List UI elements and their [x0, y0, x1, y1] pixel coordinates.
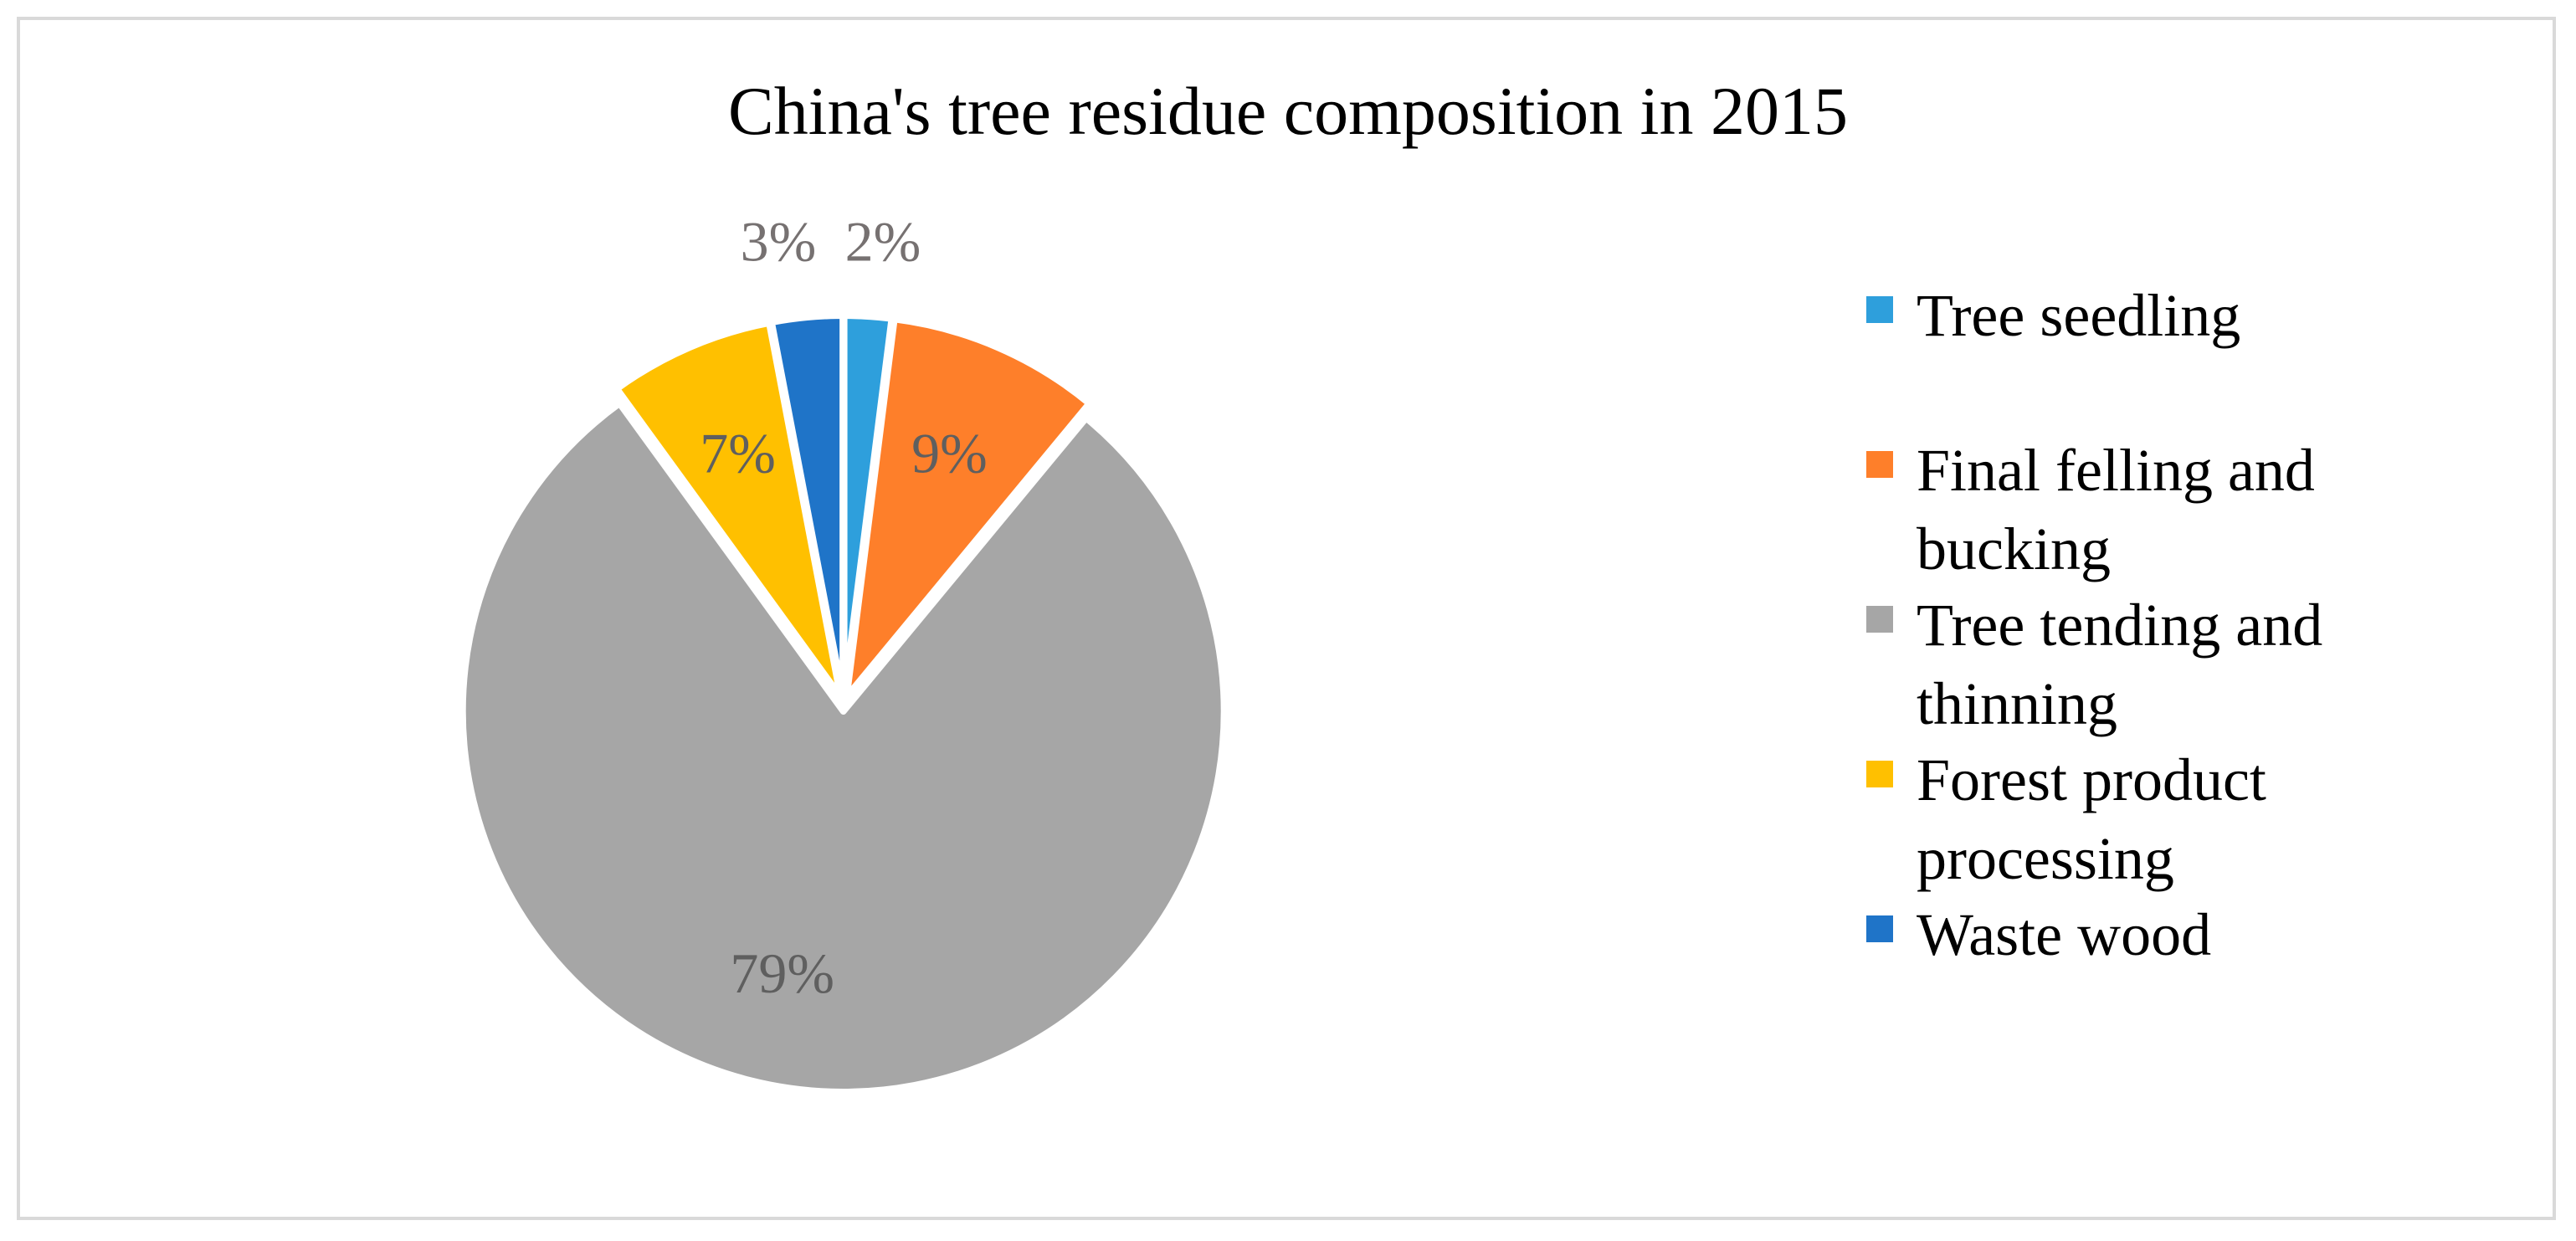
legend-swatch-tree-seedling [1866, 296, 1893, 323]
pie-slice-final-felling-and-bucking [843, 315, 1093, 700]
pie-slices [459, 312, 1228, 1095]
legend-swatch-forest-product [1866, 761, 1893, 787]
legend-item-final-felling: Final felling and bucking [1866, 431, 2435, 588]
pie-slice-forest-product-processing [613, 319, 844, 700]
legend-label-forest-product: Forest product processing [1917, 746, 2266, 892]
chart-title: China's tree residue composition in 2015 [728, 73, 1848, 149]
legend-label-tree-tending: Tree tending and thinning [1917, 592, 2323, 737]
legend-item-tree-tending: Tree tending and thinning [1866, 586, 2435, 743]
pie-slice-waste-wood [767, 312, 847, 700]
legend-label-tree-seedling: Tree seedling [1917, 282, 2241, 349]
pie-data-labels: 2% 9% 79% 7% 3% [700, 210, 988, 1006]
data-label-waste-wood: 3% [741, 210, 817, 274]
data-label-tree-seedling: 2% [845, 210, 921, 274]
legend-label-waste-wood: Waste wood [1917, 901, 2212, 968]
legend-swatch-waste-wood [1866, 915, 1893, 942]
legend-item-waste-wood: Waste wood [1866, 895, 2435, 974]
data-label-tree-tending-and-thinning: 79% [730, 941, 834, 1005]
legend-item-forest-product: Forest product processing [1866, 741, 2435, 898]
chart-frame [17, 17, 2556, 1220]
legend-item-tree-seedling: Tree seedling [1866, 276, 2435, 355]
data-label-forest-product-processing: 7% [700, 421, 776, 485]
legend-swatch-tree-tending [1866, 606, 1893, 633]
data-label-final-felling-and-bucking: 9% [911, 421, 988, 485]
legend-swatch-final-felling [1866, 451, 1893, 478]
pie-slice-tree-tending-and-thinning [459, 399, 1228, 1095]
legend-label-final-felling: Final felling and bucking [1917, 437, 2315, 582]
